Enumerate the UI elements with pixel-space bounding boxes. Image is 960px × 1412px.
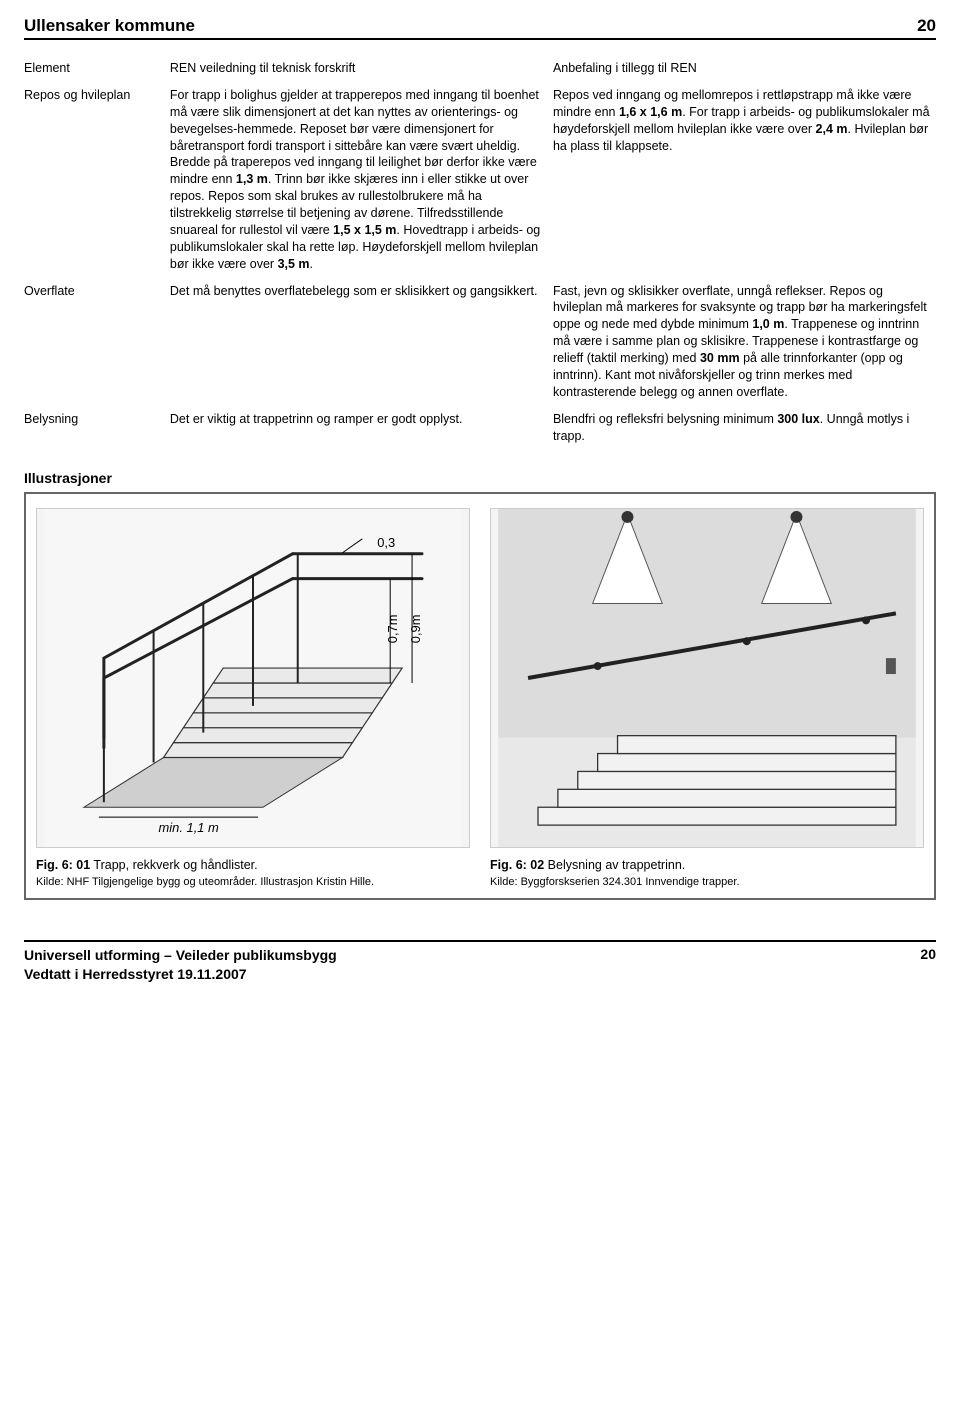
illustration-1-image: 0,3 0,7m 0,9m min. 1,1 m <box>36 508 470 848</box>
illustration-1: 0,3 0,7m 0,9m min. 1,1 m Fig. 6: 01 Trap… <box>36 508 470 888</box>
footer-page-number: 20 <box>920 946 936 984</box>
illustrations-heading: Illustrasjoner <box>24 470 936 486</box>
cell-recommend: Repos ved inngang og mellomrepos i rettl… <box>553 85 936 281</box>
cell-guidance: Det er viktig at trappetrinn og ramper e… <box>170 409 553 453</box>
cell-element: Repos og hvileplan <box>24 85 170 281</box>
cell-recommend: Blendfri og refleksfri belysning minimum… <box>553 409 936 453</box>
illustrations-frame: 0,3 0,7m 0,9m min. 1,1 m Fig. 6: 01 Trap… <box>24 492 936 900</box>
cell-recommend: Fast, jevn og sklisikker overflate, unng… <box>553 281 936 409</box>
illustration-2-image <box>490 508 924 848</box>
guidance-table: Element REN veiledning til teknisk forsk… <box>24 58 936 452</box>
col-header-recommend: Anbefaling i tillegg til REN <box>553 58 936 85</box>
header-title: Ullensaker kommune <box>24 16 195 36</box>
stair-railing-sketch: 0,3 0,7m 0,9m min. 1,1 m <box>37 509 469 847</box>
table-row: Repos og hvileplan For trapp i bolighus … <box>24 85 936 281</box>
illustration-1-caption: Fig. 6: 01 Trapp, rekkverk og håndlister… <box>36 858 470 872</box>
cell-guidance: For trapp i bolighus gjelder at trappere… <box>170 85 553 281</box>
cell-element: Overflate <box>24 281 170 409</box>
page-footer: Universell utforming – Veileder publikum… <box>24 940 936 984</box>
dim-h2: 0,9m <box>408 615 423 644</box>
illustration-1-source: Kilde: NHF Tilgjengelige bygg og uteområ… <box>36 876 470 888</box>
footer-line-1: Universell utforming – Veileder publikum… <box>24 946 337 965</box>
illustration-2-caption: Fig. 6: 02 Belysning av trappetrinn. <box>490 858 924 872</box>
dim-top: 0,3 <box>377 535 395 550</box>
illustration-2-source: Kilde: Byggforskserien 324.301 Innvendig… <box>490 876 924 888</box>
table-row: Belysning Det er viktig at trappetrinn o… <box>24 409 936 453</box>
cell-guidance: Det må benyttes overflatebelegg som er s… <box>170 281 553 409</box>
stair-lighting-sketch <box>491 509 923 847</box>
page-header: Ullensaker kommune 20 <box>24 16 936 40</box>
illustration-2: Fig. 6: 02 Belysning av trappetrinn. Kil… <box>490 508 924 888</box>
footer-line-2: Vedtatt i Herredsstyret 19.11.2007 <box>24 965 337 984</box>
col-header-guidance: REN veiledning til teknisk forskrift <box>170 58 553 85</box>
header-page-number: 20 <box>917 16 936 36</box>
dim-h1: 0,7m <box>385 615 400 644</box>
cell-element: Belysning <box>24 409 170 453</box>
dim-bottom: min. 1,1 m <box>159 820 219 835</box>
col-header-element: Element <box>24 58 170 85</box>
table-row: Overflate Det må benyttes overflatebeleg… <box>24 281 936 409</box>
